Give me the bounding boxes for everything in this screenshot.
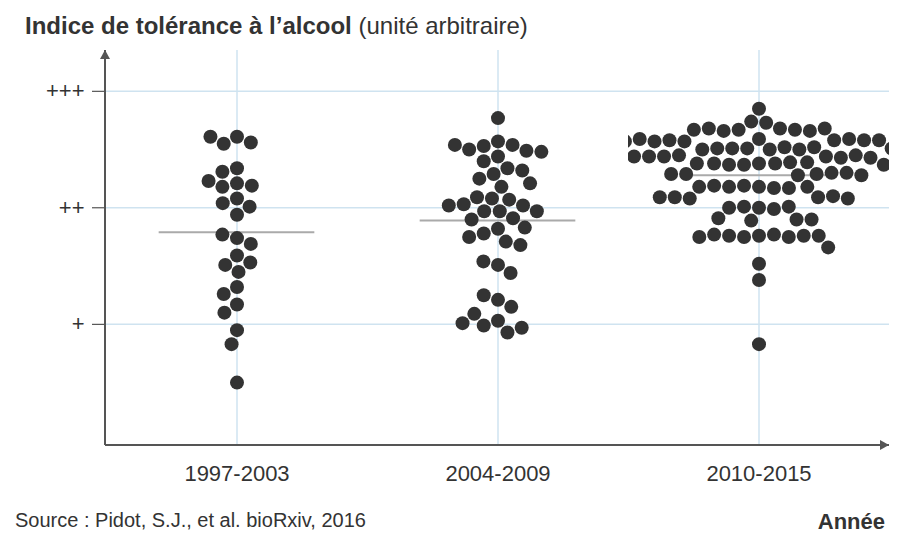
html-text:Indice de tolérance à l’alcool: Indice de tolérance à l’alcool (unité ar… [25, 12, 528, 39]
svg-text:+: + [72, 311, 85, 336]
svg-text:++: ++ [59, 195, 85, 220]
svg-text:2010-2015: 2010-2015 [706, 461, 811, 486]
svg-text:2004-2009: 2004-2009 [445, 461, 550, 486]
svg-text:+++: +++ [46, 78, 85, 103]
html-text:Source : Pidot, S.J., et al. b: Source : Pidot, S.J., et al. bioRxiv, 20… [15, 509, 366, 531]
html-text:Année: Année [817, 509, 885, 534]
svg-text:1997-2003: 1997-2003 [184, 461, 289, 486]
